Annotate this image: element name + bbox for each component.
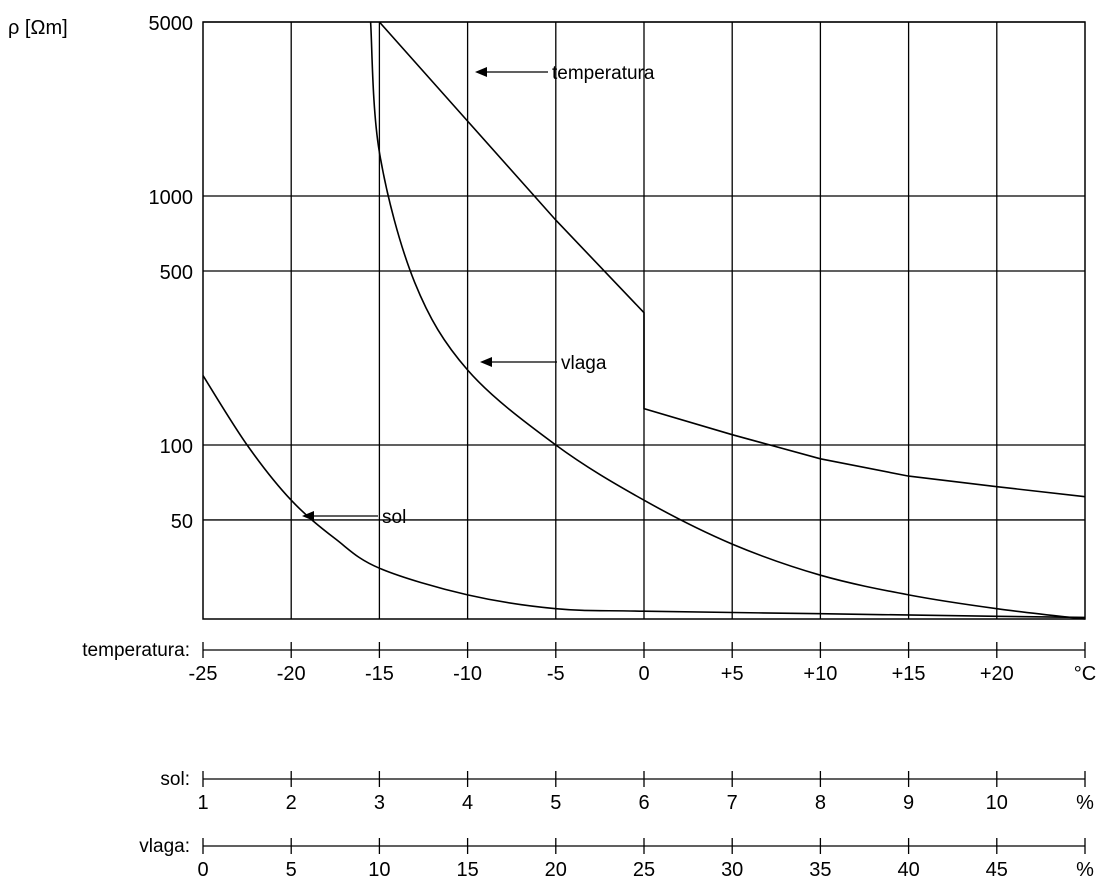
x-tick-label: 15	[456, 859, 478, 881]
annotation-arrow-head	[480, 357, 492, 367]
series-line-sol	[202, 375, 1086, 619]
x-tick-label: 7	[727, 792, 738, 814]
x-tick-label: 45	[986, 859, 1008, 881]
series-annotations: temperatura vlaga sol	[302, 63, 655, 528]
y-tick-label: 100	[160, 436, 193, 458]
x-tick-label: 20	[545, 859, 567, 881]
x-tick-label: 2	[286, 792, 297, 814]
x-tick-label: 5	[550, 792, 561, 814]
series-line-vlaga	[369, 21, 1086, 620]
x-unit-label: %	[1076, 792, 1094, 814]
x-tick-label: +15	[892, 663, 926, 685]
x-tick-label: -15	[365, 663, 394, 685]
x-unit-label: °C	[1074, 663, 1096, 685]
x-tick-label: 10	[986, 792, 1008, 814]
x-tick-label: -10	[453, 663, 482, 685]
x-tick-label: 25	[633, 859, 655, 881]
series-line-temperatura	[378, 21, 1086, 498]
annotation-label-temperatura: temperatura	[552, 63, 655, 84]
x-axis-name: temperatura:	[82, 640, 190, 661]
annotation-label-vlaga: vlaga	[561, 353, 607, 374]
x-axes: temperatura:-25 -20 -15 -10 -5 0 +5 +10 +15 +20 °C…	[82, 640, 1096, 881]
x-tick-label: 10	[368, 859, 390, 881]
annotation-label-sol: sol	[382, 507, 406, 528]
x-axis-name: sol:	[160, 769, 190, 790]
x-tick-label: +10	[803, 663, 837, 685]
x-tick-label: 6	[638, 792, 649, 814]
x-tick-label: -25	[189, 663, 218, 685]
x-tick-label: 0	[197, 859, 208, 881]
x-tick-label: 30	[721, 859, 743, 881]
x-tick-label: 40	[897, 859, 919, 881]
x-tick-label: 9	[903, 792, 914, 814]
y-tick-label: 50	[171, 511, 193, 533]
y-tick-labels: 5000 1000 500 100 50	[149, 13, 194, 533]
x-tick-label: 8	[815, 792, 826, 814]
series-layer	[202, 21, 1086, 620]
x-tick-label: 5	[286, 859, 297, 881]
x-tick-label: +5	[721, 663, 744, 685]
x-unit-label: %	[1076, 859, 1094, 881]
y-tick-label: 500	[160, 262, 193, 284]
x-tick-label: 35	[809, 859, 831, 881]
y-tick-label: 1000	[149, 187, 194, 209]
x-tick-label: -5	[547, 663, 565, 685]
plot-grid	[202, 21, 1086, 620]
annotation-arrow-head	[475, 67, 487, 77]
x-tick-label: -20	[277, 663, 306, 685]
annotation-arrow-head	[302, 511, 314, 521]
y-axis-label: ρ [Ωm]	[8, 17, 68, 39]
x-tick-label: +20	[980, 663, 1014, 685]
x-tick-label: 1	[197, 792, 208, 814]
x-tick-label: 4	[462, 792, 473, 814]
x-tick-label: 3	[374, 792, 385, 814]
x-axis-name: vlaga:	[139, 836, 190, 857]
y-tick-label: 5000	[149, 13, 194, 35]
x-tick-label: 0	[638, 663, 649, 685]
